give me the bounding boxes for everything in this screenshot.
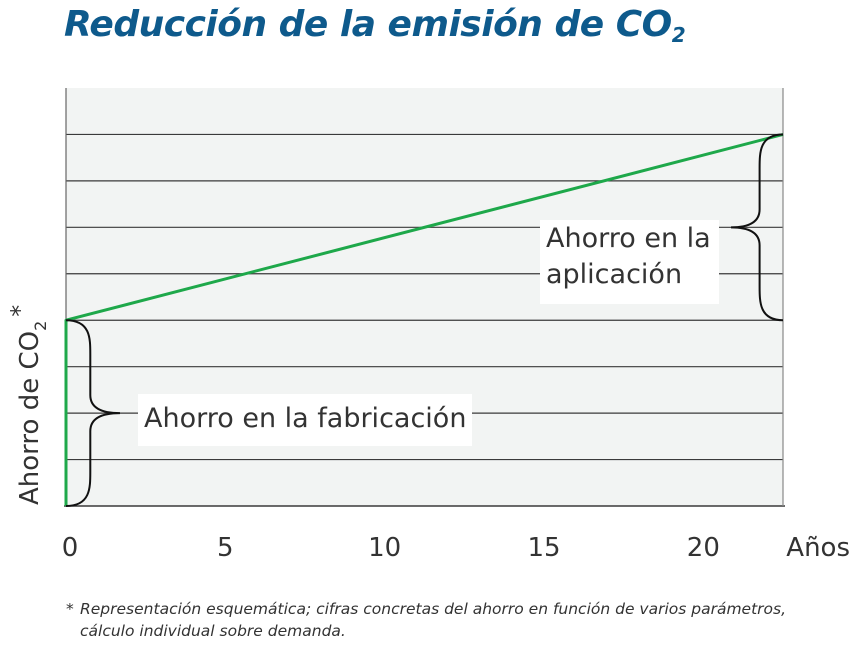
y-axis-label-subscript: 2: [31, 321, 50, 331]
y-axis-label-asterisk: *: [6, 305, 34, 317]
x-unit-label: Años: [786, 533, 850, 563]
aplicacion-brace: [730, 133, 784, 322]
co2-savings-chart: Ahorro en la fabricación Ahorro en la apli…: [6, 88, 850, 563]
footnote-line-1: Representación esquemática; cifras concr…: [80, 600, 787, 618]
aplicacion-label-line: aplicación: [546, 259, 682, 290]
annotation-braces: [65, 133, 784, 507]
chart-title: Reducción de la emisión de CO2: [64, 4, 686, 47]
footnote-line-2: cálculo individual sobre demanda.: [80, 622, 346, 640]
annotation-labels: Ahorro en la fabricación Ahorro en la apli…: [138, 220, 719, 446]
y-axis-label-main: Ahorro de CO: [15, 331, 45, 505]
title-text: Reducción de la emisión de CO: [64, 4, 672, 45]
fabricacion-brace: [65, 319, 121, 507]
y-axis-label: Ahorro de CO2 *: [6, 305, 50, 505]
footnote-asterisk: *: [66, 600, 74, 618]
x-tick-label: 5: [217, 533, 234, 563]
fabricacion-label-box: [138, 394, 472, 446]
x-tick-label: 15: [527, 533, 560, 563]
footnote: * Representación esquemática; cifras conc…: [66, 598, 786, 642]
x-tick-label: 20: [687, 533, 720, 563]
aplicacion-label-box: [540, 220, 719, 304]
title-subscript: 2: [671, 23, 686, 47]
aplicacion-label-line: Ahorro en la: [546, 223, 711, 254]
fabricacion-label: Ahorro en la fabricación: [144, 403, 466, 434]
x-tick-label: 0: [62, 533, 79, 563]
x-tick-label: 10: [368, 533, 401, 563]
x-tick-labels: 0 5 10 15 20: [62, 533, 720, 563]
